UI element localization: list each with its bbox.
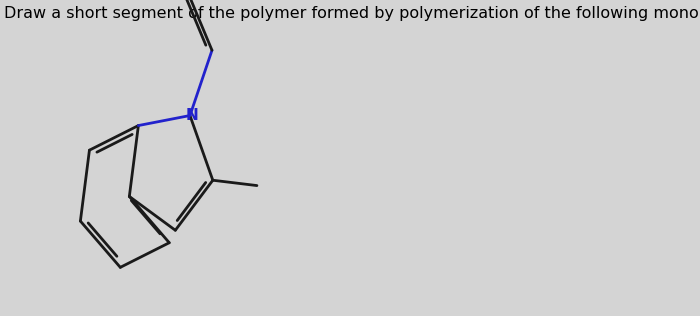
Text: N: N <box>186 108 199 123</box>
Text: Draw a short segment of the polymer formed by polymerization of the following mo: Draw a short segment of the polymer form… <box>4 6 700 21</box>
